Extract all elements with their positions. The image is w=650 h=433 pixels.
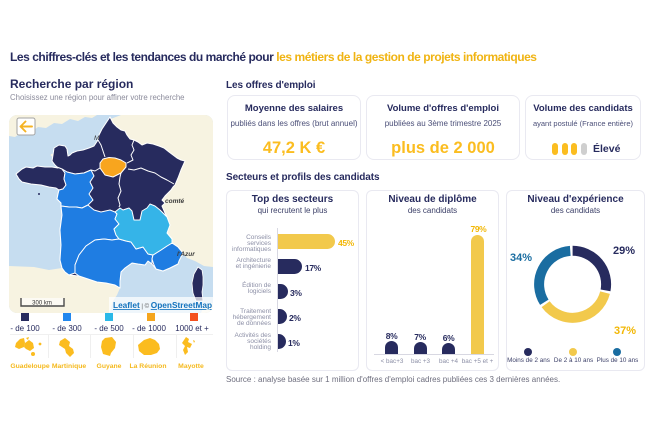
svg-text:comté: comté (165, 198, 185, 205)
svg-text:300 km: 300 km (32, 301, 52, 307)
svg-text:l'Azur: l'Azur (177, 251, 195, 258)
svg-text:M: M (94, 135, 100, 142)
svg-text:Leaflet | © OpenStreetMap: Leaflet | © OpenStreetMap (113, 300, 212, 310)
